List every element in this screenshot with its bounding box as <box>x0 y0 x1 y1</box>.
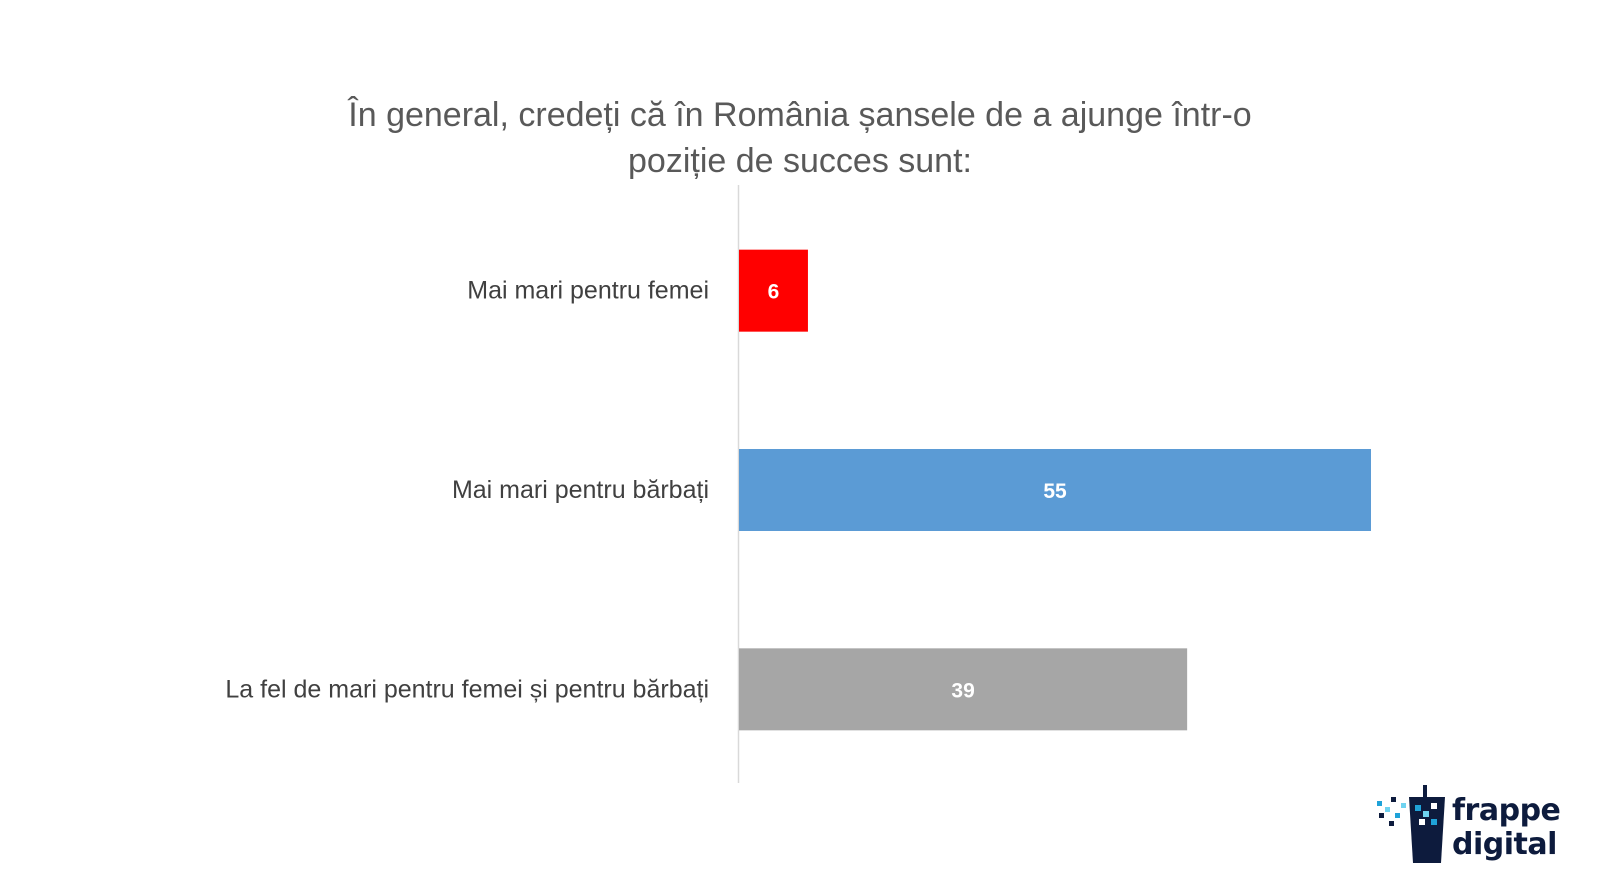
chart-title-line-1: În general, credeți că în România șansel… <box>348 96 1252 134</box>
bar-1 <box>739 249 808 332</box>
data-label-2: 55 <box>1043 480 1067 503</box>
frappe-digital-logo <box>1377 785 1445 863</box>
logo-line-1: frappe <box>1452 793 1561 828</box>
category-label-2: Mai mari pentru bărbați <box>452 476 709 504</box>
bars: 6 Mai mari pentru femei 55 Mai mari pentru … <box>225 249 1371 731</box>
bar-2 <box>739 449 1371 531</box>
logo-line-2: digital <box>1452 827 1557 862</box>
logo-wordmark: frappe digital <box>1452 793 1561 862</box>
chart-title: În general, credeți că în România șansel… <box>280 92 1320 184</box>
bar-3 <box>739 648 1188 731</box>
data-label-1: 6 <box>768 281 780 304</box>
category-label-3: La fel de mari pentru femei și pentru bă… <box>225 675 709 703</box>
data-label-3: 39 <box>951 679 974 702</box>
chart-title-line-2: poziție de succes sunt: <box>628 142 972 180</box>
category-label-1: Mai mari pentru femei <box>467 277 709 305</box>
